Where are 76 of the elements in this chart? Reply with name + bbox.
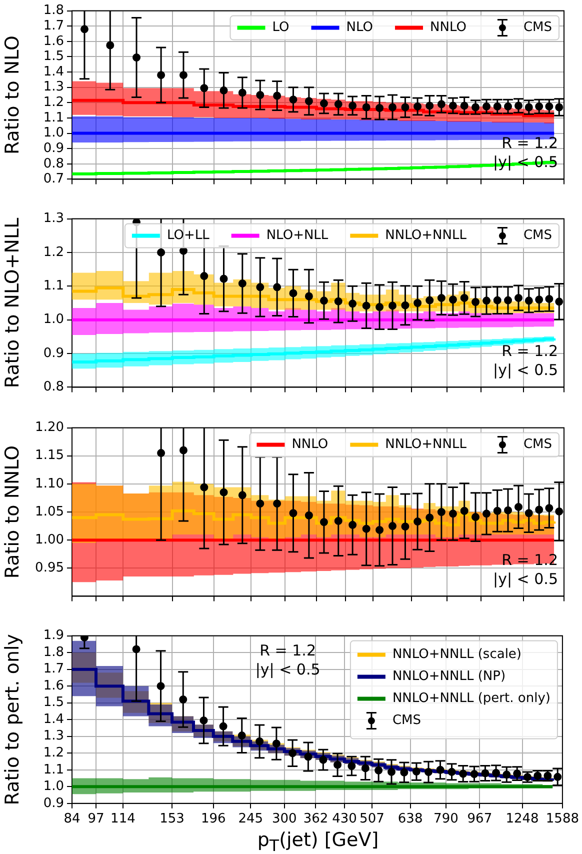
x-tick-label: 245	[238, 812, 264, 827]
x-tick-label: 1248	[506, 812, 539, 827]
y-tick-label: 1.6	[43, 678, 64, 694]
y-tick-label: 1.2	[43, 244, 64, 260]
y-tick-label: 0.9	[43, 140, 64, 156]
y-tick-label: 1.3	[43, 211, 64, 226]
y-tick-label: 1.05	[35, 504, 64, 520]
y-tick-label: 1.9	[43, 628, 64, 644]
y-tick-label: 0.8	[43, 156, 64, 172]
legend-label: CMS	[523, 437, 552, 452]
y-tick-label: 1.3	[43, 728, 64, 744]
y-tick-label: 1.2	[43, 745, 64, 760]
x-tick-label: 362	[303, 812, 328, 827]
x-tick-label: 97	[88, 812, 104, 827]
y-tick-label: 1.00	[35, 532, 64, 548]
legend-label: NNLO+NNLL (NP)	[392, 669, 506, 684]
y-tick-label: 0.9	[43, 796, 64, 811]
y-tick-label: 0.8	[43, 380, 64, 395]
y-tick-label: 1.5	[43, 49, 64, 64]
x-tick-label: 638	[398, 812, 423, 827]
y-tick-label: 1.1	[43, 278, 64, 294]
y-axis-title: Ratio to NLO+NLL	[1, 217, 24, 388]
y-tick-label: 0.95	[35, 560, 64, 576]
x-tick-label: 114	[110, 812, 136, 827]
annotation: R = 1.2	[260, 642, 316, 660]
legend-label: NNLO+NNLL	[385, 228, 468, 244]
x-axis-title: p$_{T}$(jet) [GeV]	[256, 828, 380, 854]
y-axis-title: Ratio to NLO	[1, 35, 24, 155]
legend-label: NLO+NLL	[266, 228, 329, 244]
y-tick-label: 1.7	[43, 18, 64, 34]
legend-label: NLO	[346, 20, 374, 36]
y-tick-label: 1.4	[43, 64, 64, 80]
y-axis-title: Ratio to NNLO	[1, 445, 24, 579]
y-tick-label: 1.8	[43, 644, 64, 660]
y-tick-label: 1.3	[43, 80, 64, 95]
y-tick-label: 1.0	[43, 312, 64, 328]
annotation: |y| < 0.5	[255, 660, 320, 679]
x-tick-label: 153	[160, 812, 184, 827]
x-tick-label: 84	[64, 812, 80, 827]
annotation: R = 1.2	[502, 134, 558, 152]
y-tick-label: 1.10	[35, 476, 64, 492]
x-tick-label: 967	[467, 812, 492, 827]
legend-label: CMS	[523, 20, 552, 36]
y-tick-label: 1.7	[43, 662, 64, 677]
y-tick-label: 1.15	[35, 448, 64, 464]
legend-label: CMS	[392, 713, 421, 728]
y-tick-label: 1.4	[43, 712, 64, 727]
x-tick-label: 196	[200, 812, 226, 827]
y-tick-label: 1.6	[43, 34, 64, 49]
y-axis-title: Ratio to pert. only	[1, 634, 24, 806]
legend-label: LO	[272, 20, 290, 36]
x-tick-label: 1588	[546, 812, 580, 827]
y-tick-label: 1.20	[35, 420, 64, 436]
y-tick-label: 0.7	[43, 172, 64, 187]
y-tick-label: 1.2	[43, 95, 64, 110]
legend-label: NNLO+NNLL (pert. only)	[392, 691, 550, 706]
legend-label: CMS	[523, 228, 552, 244]
annotation: R = 1.2	[502, 342, 558, 360]
x-tick-label: 507	[360, 812, 384, 827]
y-tick-label: 1.5	[43, 695, 64, 710]
x-tick-label: 430	[332, 812, 357, 827]
legend-label: NNLO	[292, 437, 328, 452]
legend-label: LO+LL	[166, 228, 210, 244]
legend-label: NNLO+NNLL (scale)	[392, 647, 522, 662]
x-tick-label: 790	[434, 812, 458, 827]
y-tick-label: 1.8	[43, 3, 64, 18]
y-tick-label: 1.1	[43, 762, 64, 778]
y-tick-label: 1.0	[43, 779, 64, 794]
y-tick-label: 0.9	[43, 346, 64, 361]
legend-label: NNLO+NNLL	[385, 437, 468, 452]
x-tick-label: 300	[272, 812, 297, 827]
y-tick-label: 1.0	[43, 126, 64, 141]
y-tick-label: 1.1	[43, 110, 64, 126]
annotation: |y| < 0.5	[493, 570, 558, 588]
legend-label: NNLO	[430, 20, 466, 36]
annotation: |y| < 0.5	[493, 361, 558, 380]
